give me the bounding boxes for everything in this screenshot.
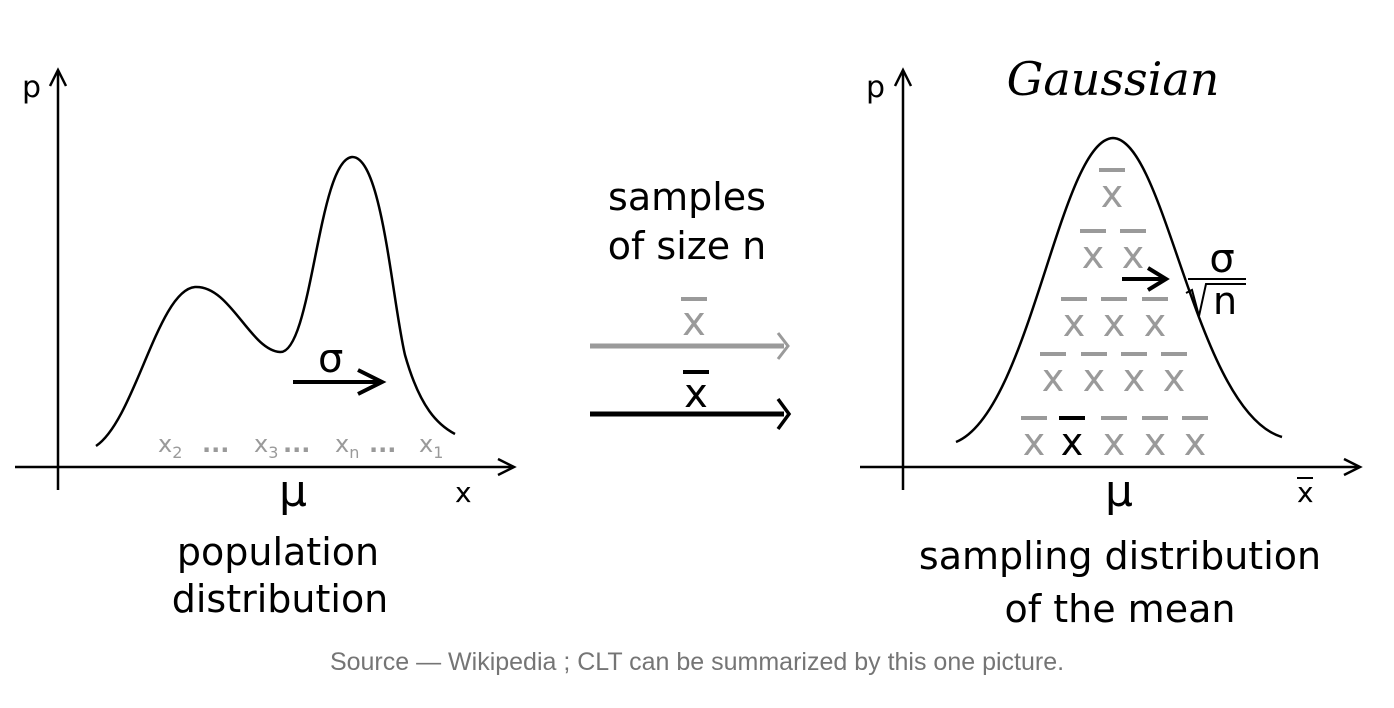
population-curve <box>95 155 456 448</box>
sample-x1: x1 <box>419 430 443 462</box>
gray-xbar: x <box>682 299 706 345</box>
sample-ellipsis: ... <box>202 430 229 458</box>
sample-mean: x <box>1083 356 1106 400</box>
middle-line2: of size n <box>608 224 767 268</box>
left-y-axis-label: p <box>22 70 41 105</box>
left-caption-line1: population <box>177 530 379 574</box>
gray-arrowhead <box>776 332 790 360</box>
black-arrowhead <box>776 397 792 431</box>
middle-line1: samples <box>608 175 766 219</box>
sampling-arrows: samples of size n x x <box>590 175 792 431</box>
left-mean-label: μ <box>279 466 307 517</box>
sqrt-n-label: n <box>1213 279 1237 323</box>
sample-ellipsis: ... <box>283 430 310 458</box>
sample-mean: x <box>1123 356 1146 400</box>
sample-mean: x <box>1103 420 1126 464</box>
sample-mean: x <box>1063 301 1086 345</box>
black-xbar: x <box>684 371 708 417</box>
sample-mean: x <box>1122 233 1145 277</box>
figure-caption: Source — Wikipedia ; CLT can be summariz… <box>329 648 1065 676</box>
sample-ellipsis: ... <box>369 430 396 458</box>
right-y-axis-arrowhead <box>893 67 913 87</box>
left-x-axis-arrowhead <box>497 457 517 477</box>
sample-mean: x <box>1163 356 1186 400</box>
right-caption-line2: of the mean <box>1005 587 1236 631</box>
sample-mean: x <box>1103 301 1126 345</box>
sample-x2: x2 <box>158 430 182 462</box>
right-mean-label: μ <box>1105 466 1133 517</box>
sample-means-stack: x x x x x x x x x x x x <box>1021 168 1208 464</box>
sample-mean: x <box>1042 356 1065 400</box>
right-caption-line1: sampling distribution <box>919 534 1321 578</box>
right-y-axis-label: p <box>866 70 885 105</box>
sample-mean: x <box>1101 172 1124 216</box>
left-sigma-arrowhead <box>357 368 387 396</box>
sample-mean: x <box>1184 420 1207 464</box>
sampling-distribution-panel: Gaussian p x x x x x x x <box>860 52 1363 631</box>
left-caption-line2: distribution <box>172 577 389 621</box>
sample-mean: x <box>1023 420 1046 464</box>
sample-mean-highlight: x <box>1061 420 1084 464</box>
right-sigma-arrowhead <box>1146 266 1170 292</box>
sample-x3: x3 <box>254 430 278 462</box>
sample-mean: x <box>1144 420 1167 464</box>
sample-xn: xn <box>335 430 359 462</box>
right-sigma-label: σ <box>1209 236 1234 282</box>
right-x-axis-label: x <box>1297 476 1314 509</box>
left-sigma-label: σ <box>318 336 343 382</box>
gaussian-title: Gaussian <box>1007 52 1220 106</box>
population-distribution-panel: p x σ x2 ... x3 ... xn ... x1 μ populati… <box>15 67 517 621</box>
sample-mean: x <box>1082 233 1105 277</box>
sample-points: x2 ... x3 ... xn ... x1 <box>158 430 443 462</box>
right-x-axis-arrowhead <box>1343 457 1363 477</box>
sqrt-symbol <box>1185 283 1246 317</box>
gaussian-curve <box>955 136 1283 444</box>
left-y-axis-arrowhead <box>48 67 68 87</box>
left-x-axis-label: x <box>455 476 472 509</box>
sample-mean: x <box>1144 301 1167 345</box>
